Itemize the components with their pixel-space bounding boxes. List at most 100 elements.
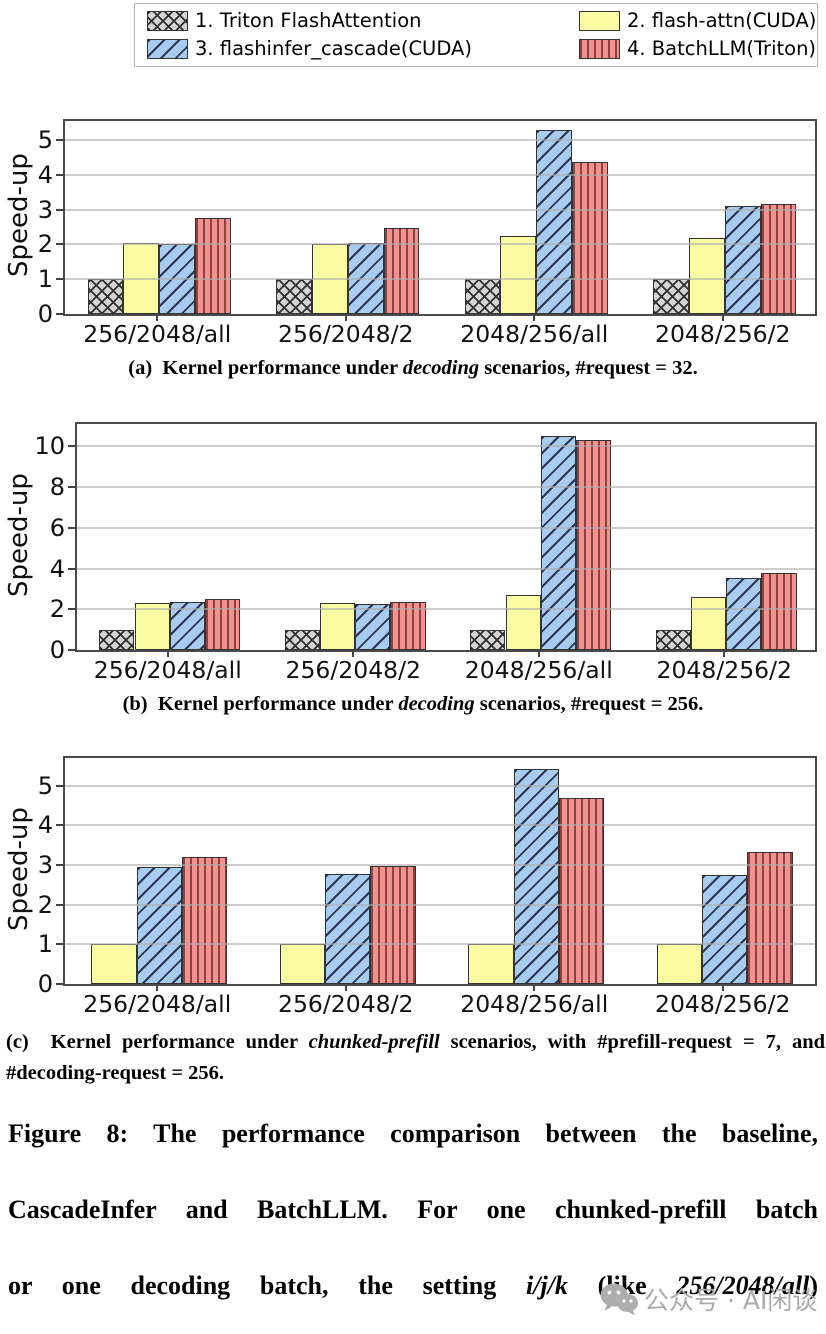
gridline (77, 567, 815, 570)
legend-swatch-hatch-gray (147, 10, 188, 31)
legend-label: 1. Triton FlashAttention (195, 9, 422, 32)
caption-segment: scenarios, #request = 256. (474, 693, 704, 715)
bar-solid-yellow-256/2048/2 (320, 603, 356, 650)
bar-solid-yellow-2048/256/all (468, 944, 514, 984)
x-tick (723, 652, 726, 657)
x-tick-label: 2048/256/all (460, 990, 609, 1018)
bar-solid-yellow-256/2048/2 (279, 944, 326, 984)
bar-hatch-gray-256/2048/all (99, 629, 135, 650)
bar-diag-blue-2048/256/2 (702, 874, 748, 984)
plot-wrap: Speed-up 0 1 2 3 4 5 (0, 119, 826, 326)
bar-diag-blue-2048/256/all (540, 436, 576, 650)
plot-wrap: Speed-up 0 2 4 6 8 10 (0, 422, 826, 662)
bar-solid-yellow-2048/256/all (500, 235, 537, 314)
legend-swatch-vert-red (579, 38, 620, 59)
legend-label: 4. BatchLLM(Triton) (627, 37, 817, 60)
y-tick-label: 6 (49, 513, 65, 542)
plot-area: 0 2 4 6 8 10 (34, 422, 817, 662)
bar-vert-red-256/2048/all (181, 857, 228, 984)
caption-segment: (a) Kernel performance under (128, 357, 403, 379)
watermark-text: 公众号 · AI闲谈 (644, 1286, 818, 1315)
y-tick-label: 4 (49, 554, 65, 583)
x-tick-label: 2048/256/all (464, 656, 613, 684)
x-tick (166, 652, 169, 657)
legend-swatch-solid-yellow (579, 10, 620, 31)
y-tick-label: 4 (37, 160, 53, 189)
gridline (77, 445, 815, 448)
caption-segment: (b) Kernel performance under (122, 693, 399, 715)
caption-segment: decoding (402, 357, 480, 379)
y-tick-label: 3 (37, 851, 53, 880)
chart-a-decoding-request-32: Speed-up 0 1 2 3 4 5 256/2048/all 256/2048/2 2048… (0, 119, 826, 380)
y-tick-label: 1 (37, 930, 53, 959)
gridline (77, 486, 815, 489)
bar-diag-blue-256/2048/all (136, 867, 182, 984)
y-tick-label: 3 (37, 195, 53, 224)
bar-vert-red-256/2048/all (204, 599, 241, 650)
y-tick (68, 526, 77, 529)
gridline (65, 173, 815, 176)
legend-label: 2. flash-attn(CUDA) (627, 9, 817, 32)
gridline (65, 243, 815, 246)
plot-area: 0 1 2 3 4 5 (38, 119, 817, 326)
caption-segment: scenarios, with #prefill-request = 7, an… (6, 1031, 826, 1084)
legend-item: 2. flash-attn(CUDA) (579, 9, 816, 32)
caption-segment: decoding (398, 693, 475, 715)
y-tick-label: 5 (37, 126, 53, 155)
y-tick-label: 0 (37, 300, 53, 328)
caption-segment: chunked-prefill (308, 1031, 440, 1053)
y-tick (68, 486, 77, 489)
caption-segment: CascadeInfer and BatchLLM. For one chunk… (8, 1194, 818, 1224)
legend-label: 3. flashinfer_cascade(CUDA) (195, 37, 472, 60)
gridline (65, 864, 815, 867)
caption-segment: scenarios, #request = 32. (479, 357, 698, 379)
bar-vert-red-2048/256/2 (747, 852, 793, 984)
y-tick (56, 983, 65, 985)
figure-caption-line: or one decoding batch, the setting i/j/k… (8, 1267, 818, 1334)
caption-segment: or one decoding batch, the setting (8, 1270, 526, 1300)
y-tick (56, 824, 65, 827)
x-tick (537, 652, 540, 657)
y-tick (56, 903, 65, 906)
bar-hatch-gray-256/2048/all (87, 279, 124, 314)
figure-caption-line: Figure 8: The performance comparison bet… (8, 1115, 818, 1191)
y-tick (56, 173, 65, 176)
legend-swatch-diag-blue (147, 38, 188, 59)
x-tick-label: 256/2048/all (83, 320, 232, 348)
bar-hatch-gray-256/2048/2 (284, 629, 320, 650)
caption-segment: ) (809, 1270, 818, 1300)
x-tick (156, 986, 159, 991)
subfigure-caption-c: (c) Kernel performance under chunked-pre… (6, 1027, 825, 1089)
watermark: 公众号 · AI闲谈 (599, 1281, 817, 1317)
bar-solid-yellow-256/2048/all (134, 603, 170, 650)
bar-diag-blue-2048/256/all (513, 769, 559, 984)
plot-wrap: Speed-up 0 1 2 3 4 5 (0, 756, 826, 996)
caption-segment: i/j/k (525, 1270, 568, 1300)
x-tick (533, 986, 536, 991)
figure-caption-line: CascadeInfer and BatchLLM. For one chunk… (8, 1191, 818, 1267)
bar-vert-red-2048/256/2 (761, 572, 797, 650)
x-tick-label: 2048/256/2 (655, 990, 791, 1018)
bar-diag-blue-256/2048/2 (325, 874, 371, 984)
chart-c-chunked-prefill: Speed-up 0 1 2 3 4 5 256/2048/all 256/2048/2 2048… (0, 756, 826, 1089)
y-tick (56, 243, 65, 246)
y-tick (56, 784, 65, 787)
chart-b-decoding-request-256: Speed-up 0 2 4 6 8 10 256/2048/all 256/2048/2 204… (0, 422, 826, 716)
bar-solid-yellow-2048/256/2 (656, 944, 703, 984)
legend-item: 3. flashinfer_cascade(CUDA) (147, 37, 579, 60)
bar-solid-yellow-2048/256/2 (688, 238, 725, 314)
caption-segment: Figure 8: The performance comparison bet… (8, 1118, 818, 1148)
subfigure-caption-a: (a) Kernel performance under decoding sc… (0, 357, 826, 380)
bar-solid-yellow-256/2048/all (91, 944, 137, 984)
x-tick (156, 316, 159, 321)
subfigure-caption-b: (b) Kernel performance under decoding sc… (0, 693, 826, 716)
y-tick (56, 313, 65, 315)
plot-area: 0 1 2 3 4 5 (38, 756, 817, 996)
bar-diag-blue-256/2048/2 (355, 604, 391, 650)
x-axis-labels: 256/2048/all 256/2048/2 2048/256/all 2048/2… (63, 316, 817, 350)
x-tick-label: 256/2048/2 (278, 990, 414, 1018)
x-tick-label: 256/2048/2 (278, 320, 414, 348)
legend-item: 1. Triton FlashAttention (147, 9, 579, 32)
gridline (65, 903, 815, 906)
x-tick (721, 986, 724, 991)
